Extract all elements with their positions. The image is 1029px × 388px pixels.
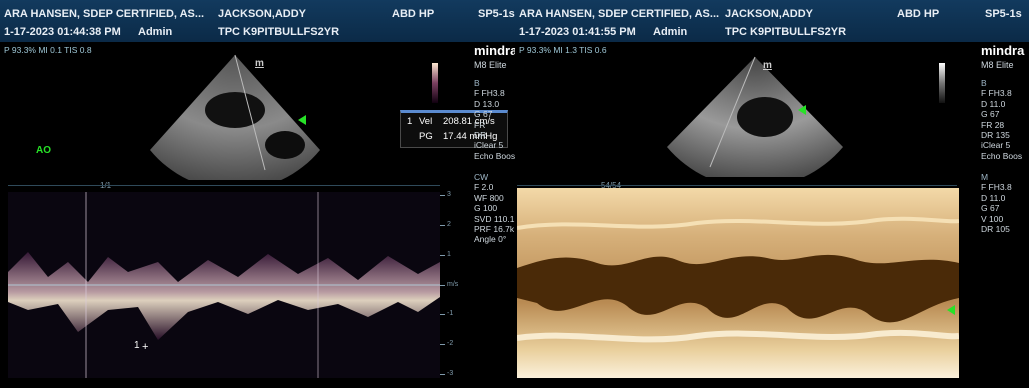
crosshair-icon: + bbox=[142, 341, 149, 353]
scale-label: -2 bbox=[447, 340, 454, 348]
m-param-5: DR 105 bbox=[981, 224, 1010, 235]
right-panel: ARA HANSEN, SDEP CERTIFIED, AS... JACKSO… bbox=[515, 0, 1029, 388]
b-param-1: F FH3.8 bbox=[474, 88, 505, 99]
timeline-divider bbox=[517, 185, 957, 186]
depth-marker-icon bbox=[947, 305, 955, 315]
b-mode-sector-image bbox=[150, 54, 320, 180]
left-panel: ARA HANSEN, SDEP CERTIFIED, AS... JACKSO… bbox=[0, 0, 515, 378]
cw-param-1: F 2.0 bbox=[474, 182, 494, 193]
b-param-0: B bbox=[981, 78, 987, 88]
b-param-6: iClear 5 bbox=[981, 140, 1011, 151]
scale-label: m/s bbox=[447, 280, 459, 288]
cw-param-4: SVD 110.1 bbox=[474, 213, 515, 224]
b-param-6: iClear 5 bbox=[474, 140, 504, 151]
pg-value: 17.44 mmHg bbox=[443, 131, 498, 142]
m-mode-trace bbox=[517, 188, 959, 378]
timeline-divider bbox=[8, 185, 440, 186]
b-mode-sector-image bbox=[667, 56, 843, 177]
b-param-0: B bbox=[474, 78, 480, 88]
cw-param-5: PRF 16.7k bbox=[474, 224, 515, 235]
probe-name: SP5-1s bbox=[985, 8, 1022, 20]
pg-label: PG bbox=[419, 131, 433, 142]
m-param-0: M bbox=[981, 172, 989, 182]
cw-param-2: WF 800 bbox=[474, 192, 504, 203]
b-param-3: G 67 bbox=[981, 109, 1000, 120]
color-scale-bar bbox=[432, 63, 438, 103]
scale-label: -3 bbox=[447, 370, 454, 377]
m-param-4: V 100 bbox=[981, 213, 1004, 224]
region-label: AO bbox=[36, 145, 51, 156]
b-param-4: FR bbox=[474, 119, 486, 130]
b-param-1: F FH3.8 bbox=[981, 88, 1012, 99]
user-name: Admin bbox=[653, 26, 688, 38]
operator-name: ARA HANSEN, SDEP CERTIFIED, AS... bbox=[519, 8, 720, 20]
patient-id: TPC K9PITBULLFS2YR bbox=[725, 26, 847, 38]
cw-params: CW F 2.0 WF 800 G 100 SVD 110.1 PRF 16.7k Angl… bbox=[474, 172, 514, 245]
patient-name: JACKSON,ADDY bbox=[725, 8, 814, 20]
sector-label: m bbox=[763, 60, 772, 71]
scale-tick bbox=[440, 344, 445, 346]
preset-name: ABD HP bbox=[897, 8, 940, 20]
b-param-4: FR 28 bbox=[981, 119, 1005, 130]
b-param-2: D 13.0 bbox=[474, 98, 500, 109]
scale-label: 3 bbox=[447, 191, 451, 198]
scale-tick bbox=[440, 254, 445, 256]
operator-name: ARA HANSEN, SDEP CERTIFIED, AS... bbox=[4, 8, 205, 20]
b-param-7: Echo Boos bbox=[474, 150, 515, 161]
focus-marker-icon bbox=[798, 105, 806, 115]
user-name: Admin bbox=[138, 26, 173, 38]
scale-tick bbox=[440, 314, 445, 316]
measure-index: 1 bbox=[407, 116, 413, 127]
b-param-7: Echo Boos bbox=[981, 150, 1023, 161]
b-param-3: G 67 bbox=[474, 109, 493, 120]
b-param-5: DR 135 bbox=[981, 130, 1010, 141]
grayscale-bar bbox=[939, 63, 945, 103]
preset-name: ABD HP bbox=[392, 8, 435, 20]
scale-tick bbox=[440, 195, 445, 196]
exam-datetime: 1-17-2023 01:41:55 PM bbox=[519, 26, 636, 38]
scale-label: 1 bbox=[447, 250, 451, 258]
brand-logo: mindra bbox=[474, 43, 515, 58]
header-bar: ARA HANSEN, SDEP CERTIFIED, AS... JACKSO… bbox=[515, 0, 1029, 42]
cw-doppler-spectrum bbox=[8, 192, 440, 378]
measurement-box: 1 Vel 208.81 cm/s PG 17.44 mmHg bbox=[400, 110, 508, 148]
brand-logo: mindra bbox=[981, 43, 1025, 58]
cw-param-0: CW bbox=[474, 172, 489, 182]
cursor-label: 1 bbox=[134, 340, 140, 351]
m-param-2: D 11.0 bbox=[981, 192, 1006, 203]
scale-tick bbox=[440, 374, 445, 375]
model-name: M8 Elite bbox=[981, 60, 1014, 70]
cw-param-3: G 100 bbox=[474, 203, 498, 214]
probe-name: SP5-1s bbox=[478, 8, 515, 20]
patient-id: TPC K9PITBULLFS2YR bbox=[218, 26, 340, 38]
header-bar: ARA HANSEN, SDEP CERTIFIED, AS... JACKSO… bbox=[0, 0, 515, 42]
vel-label: Vel bbox=[419, 116, 433, 127]
acoustic-params: P 93.3% MI 0.1 TIS 0.8 bbox=[4, 45, 92, 55]
m-param-1: F FH3.8 bbox=[981, 182, 1012, 193]
focus-marker-icon bbox=[298, 115, 306, 125]
vel-value: 208.81 cm/s bbox=[443, 116, 495, 127]
scale-label: -1 bbox=[447, 310, 454, 318]
b-param-2: D 11.0 bbox=[981, 98, 1006, 109]
scale-label: 2 bbox=[447, 220, 451, 228]
b-param-5: DR bbox=[474, 130, 487, 141]
cw-param-6: Angle 0° bbox=[474, 234, 507, 245]
sector-label: m bbox=[255, 58, 264, 69]
exam-datetime: 1-17-2023 01:44:38 PM bbox=[4, 26, 121, 38]
m-param-3: G 67 bbox=[981, 203, 1000, 214]
scale-tick bbox=[440, 284, 445, 286]
patient-name: JACKSON,ADDY bbox=[218, 8, 307, 20]
acoustic-params: P 93.3% MI 1.3 TIS 0.6 bbox=[519, 45, 607, 55]
model-name: M8 Elite bbox=[474, 60, 507, 70]
scale-tick bbox=[440, 224, 445, 226]
